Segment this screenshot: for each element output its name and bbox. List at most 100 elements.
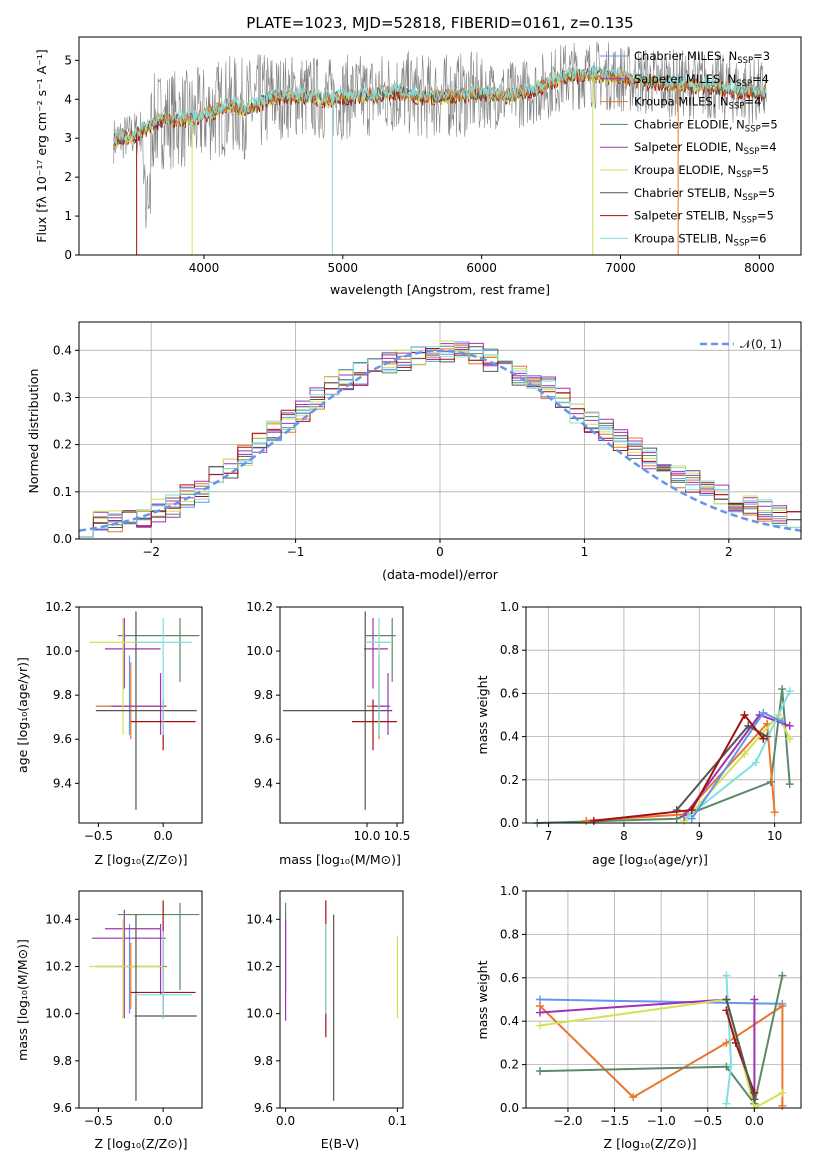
y-tick-label: 9.8 <box>53 688 72 702</box>
mass-vs-extinction-xlabel: E(B-V) <box>321 1136 360 1151</box>
weight-vs-age-data <box>533 685 794 827</box>
legend-label-subscript: SSP <box>745 124 761 134</box>
x-tick-label: 2 <box>725 545 733 559</box>
spectrum-axes: 4000 5000 6000 7000 8000 0 1 2 3 4 5 <box>64 36 802 275</box>
y-tick-label: 0.4 <box>500 730 519 744</box>
weight-marker <box>778 1002 787 1011</box>
y-tick-label: 10.2 <box>45 959 72 973</box>
legend-label-subscript: SSP <box>734 238 750 248</box>
x-tick-label: 0.1 <box>388 1114 407 1128</box>
legend-label-subscript: SSP <box>741 216 757 226</box>
weight-marker <box>778 717 787 726</box>
y-tick-label: 9.8 <box>254 688 273 702</box>
y-tick-label: 10.4 <box>246 912 273 926</box>
y-tick-label: 9.4 <box>254 776 273 790</box>
mass-vs-metallicity-panel: −0.5 0.0 9.6 9.8 10.0 10.2 10.4 Z [log₁₀(Z/Z⊙)… <box>15 890 203 1151</box>
weight-vs-metallicity-ylabel: mass weight <box>475 960 490 1039</box>
legend-label-tail: =6 <box>749 231 766 245</box>
legend-label: Kroupa MILES, NSSP=4 <box>634 95 761 112</box>
legend-label-base: Chabrier STELIB, N <box>634 186 742 200</box>
spectrum-data <box>113 41 767 255</box>
weight-marker <box>582 816 591 825</box>
weight-marker <box>535 1021 544 1030</box>
y-tick-label: 0.4 <box>500 1014 519 1028</box>
x-tick-label: 7 <box>545 829 553 843</box>
mass-vs-metallicity-ylabel: mass [log₁₀(M/M⊙)] <box>15 939 30 1061</box>
y-tick-label: 10.2 <box>246 600 273 614</box>
weight-marker <box>687 814 696 823</box>
x-tick-label: 10 <box>767 829 782 843</box>
y-tick-label: 1.0 <box>500 600 519 614</box>
y-tick-label: 9.6 <box>53 1101 72 1115</box>
legend-label: Kroupa ELODIE, NSSP=5 <box>634 163 769 180</box>
x-tick-label: 10.5 <box>384 829 411 843</box>
legend-label-subscript: SSP <box>737 56 753 66</box>
x-tick-label: −2 <box>142 545 160 559</box>
weight-marker <box>687 806 696 815</box>
x-tick-label: −1.0 <box>647 1114 676 1128</box>
legend-label: Salpeter MILES, NSSP=4 <box>634 72 769 89</box>
weight-vs-age-axes: 7 8 9 10 0.0 0.2 0.4 0.6 0.8 1.0 <box>500 600 802 843</box>
spectrum-lines <box>113 41 767 255</box>
residual-axes: −2 −1 0 1 2 0.0 0.1 0.2 0.3 0.4 <box>53 321 802 559</box>
y-tick-label: 0.6 <box>500 686 519 700</box>
y-tick-label: 5 <box>64 53 72 67</box>
y-tick-label: 0.8 <box>500 643 519 657</box>
weight-marker <box>750 995 759 1004</box>
y-tick-label: 1.0 <box>500 884 519 898</box>
axes-frame <box>78 606 203 824</box>
weight-marker <box>722 1062 731 1071</box>
residual-panel: −2 −1 0 1 2 0.0 0.1 0.2 0.3 0.4 𝒩(0, 1) (data-mod… <box>26 321 802 582</box>
x-tick-label: −0.5 <box>84 1114 113 1128</box>
x-tick-label: −2.0 <box>553 1114 582 1128</box>
legend-label-tail: =4 <box>752 72 769 86</box>
y-tick-label: 0 <box>64 248 72 262</box>
weight-marker <box>722 971 731 980</box>
weight-marker <box>759 734 768 743</box>
weight-marker <box>785 687 794 696</box>
x-tick-label: 7000 <box>605 261 636 275</box>
figure-title: PLATE=1023, MJD=52818, FIBERID=0161, z=0… <box>246 14 633 32</box>
weight-marker <box>751 758 760 767</box>
weight-marker <box>535 1008 544 1017</box>
legend-label-tail: =5 <box>757 209 774 223</box>
mass-vs-extinction-axes: 0.0 0.1 9.6 9.8 10.0 10.2 10.4 <box>246 890 407 1128</box>
spectrum-xlabel: wavelength [Angstrom, rest frame] <box>330 282 550 297</box>
x-tick-label: 4000 <box>189 261 220 275</box>
y-tick-label: 10.0 <box>45 1007 72 1021</box>
weight-marker <box>785 780 794 789</box>
age-vs-metallicity-xlabel: Z [log₁₀(Z/Z⊙)] <box>95 852 188 867</box>
mass-vs-metallicity-xlabel: Z [log₁₀(Z/Z⊙)] <box>95 1136 188 1151</box>
legend-label-tail: =4 <box>760 140 777 154</box>
weight-marker <box>770 808 779 817</box>
mass-vs-extinction-data <box>284 900 399 1101</box>
residual-ylabel: Normed distribution <box>26 369 41 494</box>
axes-frame <box>78 890 203 1109</box>
y-tick-label: 0.6 <box>500 971 519 985</box>
x-tick-label: 0 <box>436 545 444 559</box>
legend-label: Chabrier STELIB, NSSP=5 <box>634 186 775 203</box>
age-vs-mass-xlabel: mass [log₁₀(M/M⊙)] <box>279 852 401 867</box>
weight-line <box>539 975 784 1107</box>
weight-marker <box>778 685 787 694</box>
y-tick-label: 9.6 <box>53 732 72 746</box>
y-tick-label: 10.2 <box>246 959 273 973</box>
spectrum-legend: Chabrier MILES, NSSP=3 Salpeter MILES, NS… <box>600 49 778 248</box>
y-tick-label: 10.4 <box>45 912 72 926</box>
age-vs-metallicity-axes: −0.5 0.0 9.4 9.6 9.8 10.0 10.2 <box>45 600 203 843</box>
weight-marker <box>740 711 749 719</box>
model-spectrum-line <box>113 65 767 145</box>
legend-label: Chabrier MILES, NSSP=3 <box>634 49 770 66</box>
legend-label-subscript: SSP <box>736 170 752 180</box>
legend-label: Kroupa STELIB, NSSP=6 <box>634 231 766 248</box>
weight-marker <box>672 806 681 815</box>
legend-label-tail: =5 <box>758 186 775 200</box>
x-tick-label: −0.5 <box>693 1114 722 1128</box>
x-tick-label: 0.0 <box>745 1114 764 1128</box>
legend-label-subscript: SSP <box>744 147 760 157</box>
weight-vs-age-ylabel: mass weight <box>475 675 490 754</box>
legend-label: Chabrier ELODIE, NSSP=5 <box>634 117 778 134</box>
legend-label-base: Kroupa MILES, N <box>634 95 729 109</box>
x-tick-label: −1.5 <box>600 1114 629 1128</box>
x-tick-label: 0.0 <box>154 829 173 843</box>
